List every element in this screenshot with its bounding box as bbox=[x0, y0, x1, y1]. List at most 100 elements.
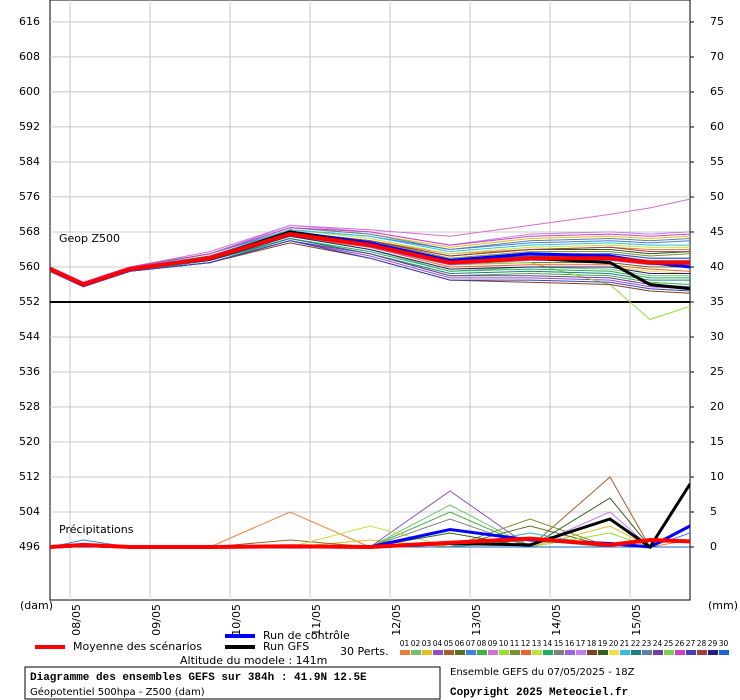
x-tick-label: 09/05 bbox=[150, 604, 163, 636]
legend-label: 02 bbox=[411, 639, 421, 648]
legend-label: 16 bbox=[565, 639, 575, 648]
legend-swatch bbox=[411, 650, 421, 655]
y2-tick-label: 20 bbox=[710, 400, 724, 413]
y-axis-label: (dam) bbox=[20, 599, 53, 612]
legend-label: 30 bbox=[719, 639, 729, 648]
y-tick-label: 528 bbox=[19, 400, 40, 413]
legend-swatch bbox=[620, 650, 630, 655]
y2-tick-label: 55 bbox=[710, 155, 724, 168]
x-tick-label: 11/05 bbox=[310, 604, 323, 636]
legend-swatch bbox=[554, 650, 564, 655]
x-tick-label: 10/05 bbox=[230, 604, 243, 636]
legend-swatch bbox=[631, 650, 641, 655]
legend-label: 11 bbox=[510, 639, 520, 648]
legend-swatch bbox=[488, 650, 498, 655]
y2-tick-label: 60 bbox=[710, 120, 724, 133]
legend-label: 14 bbox=[543, 639, 553, 648]
legend-label: 28 bbox=[697, 639, 707, 648]
legend-label: 07 bbox=[466, 639, 476, 648]
y2-tick-label: 50 bbox=[710, 190, 724, 203]
x-tick-label: 15/05 bbox=[630, 604, 643, 636]
geo-label: Geop Z500 bbox=[59, 232, 120, 245]
legend-swatch bbox=[455, 650, 465, 655]
legend-label: 01 bbox=[400, 639, 410, 648]
legend-swatch bbox=[433, 650, 443, 655]
y2-tick-label: 45 bbox=[710, 225, 724, 238]
title: Diagramme des ensembles GEFS sur 384h : … bbox=[30, 672, 367, 684]
legend-swatch bbox=[609, 650, 619, 655]
legend-swatch bbox=[565, 650, 575, 655]
y2-tick-label: 75 bbox=[710, 15, 724, 28]
legend-label: 18 bbox=[587, 639, 597, 648]
legend-swatch bbox=[598, 650, 608, 655]
legend-label: Moyenne des scénarios bbox=[73, 640, 202, 653]
legend-swatch bbox=[587, 650, 597, 655]
legend-swatch bbox=[664, 650, 674, 655]
legend-label: 12 bbox=[521, 639, 531, 648]
legend-label: 22 bbox=[631, 639, 641, 648]
precip-label: Précipitations bbox=[59, 523, 134, 536]
legend-swatch bbox=[686, 650, 696, 655]
legend-label: Run de contrôle bbox=[263, 629, 350, 642]
legend-swatch bbox=[532, 650, 542, 655]
y-tick-label: 504 bbox=[19, 505, 40, 518]
legend-label: 19 bbox=[598, 639, 608, 648]
legend-label: 05 bbox=[444, 639, 454, 648]
legend-swatch bbox=[477, 650, 487, 655]
legend-label: 24 bbox=[653, 639, 663, 648]
y-tick-label: 536 bbox=[19, 365, 40, 378]
altitude: Altitude du modele : 141m bbox=[180, 654, 327, 667]
y2-tick-label: 70 bbox=[710, 50, 724, 63]
labels: 4965045125205285365445525605685765845926… bbox=[19, 15, 729, 655]
legend-label: 23 bbox=[642, 639, 652, 648]
run-info: Ensemble GEFS du 07/05/2025 - 18Z bbox=[450, 667, 635, 678]
legend-label: 13 bbox=[532, 639, 542, 648]
y2-tick-label: 5 bbox=[710, 505, 717, 518]
legend-label: Run GFS bbox=[263, 640, 309, 653]
legend-swatch bbox=[510, 650, 520, 655]
x-tick-label: 13/05 bbox=[470, 604, 483, 636]
y-tick-label: 552 bbox=[19, 295, 40, 308]
geo-line bbox=[50, 232, 690, 287]
legend-label: 20 bbox=[609, 639, 619, 648]
legend-swatch bbox=[499, 650, 509, 655]
y2-tick-label: 15 bbox=[710, 435, 724, 448]
y-tick-label: 608 bbox=[19, 50, 40, 63]
legend-swatch bbox=[642, 650, 652, 655]
y-tick-label: 520 bbox=[19, 435, 40, 448]
legend-swatch bbox=[675, 650, 685, 655]
geo-line bbox=[50, 240, 690, 292]
legend-swatch bbox=[697, 650, 707, 655]
legend-swatch bbox=[466, 650, 476, 655]
y2-tick-label: 0 bbox=[710, 540, 717, 553]
legend-label: 21 bbox=[620, 639, 630, 648]
legend-label: 17 bbox=[576, 639, 586, 648]
y2-tick-label: 25 bbox=[710, 365, 724, 378]
lines bbox=[50, 198, 690, 550]
precip-line bbox=[50, 536, 690, 550]
y2-axis-label: (mm) bbox=[708, 599, 738, 612]
legend-label: 15 bbox=[554, 639, 564, 648]
legend-swatch bbox=[576, 650, 586, 655]
title-box bbox=[24, 666, 441, 700]
y-tick-label: 592 bbox=[19, 120, 40, 133]
legend-label: 29 bbox=[708, 639, 718, 648]
legend-label: 09 bbox=[488, 639, 498, 648]
plot-area bbox=[49, 0, 691, 601]
y-tick-label: 560 bbox=[19, 260, 40, 273]
legend-label: 25 bbox=[664, 639, 674, 648]
subtitle: Géopotentiel 500hpa - Z500 (dam) bbox=[30, 686, 205, 698]
y-tick-label: 496 bbox=[19, 540, 40, 553]
legend-swatch bbox=[653, 650, 663, 655]
legend-swatch bbox=[400, 650, 410, 655]
legend-label: 06 bbox=[455, 639, 465, 648]
legend-label: 03 bbox=[422, 639, 432, 648]
y-tick-label: 568 bbox=[19, 225, 40, 238]
y-tick-label: 512 bbox=[19, 470, 40, 483]
legend-swatch bbox=[719, 650, 729, 655]
legend-label: 10 bbox=[499, 639, 509, 648]
y2-tick-label: 30 bbox=[710, 330, 724, 343]
y-tick-label: 616 bbox=[19, 15, 40, 28]
y2-tick-label: 10 bbox=[710, 470, 724, 483]
